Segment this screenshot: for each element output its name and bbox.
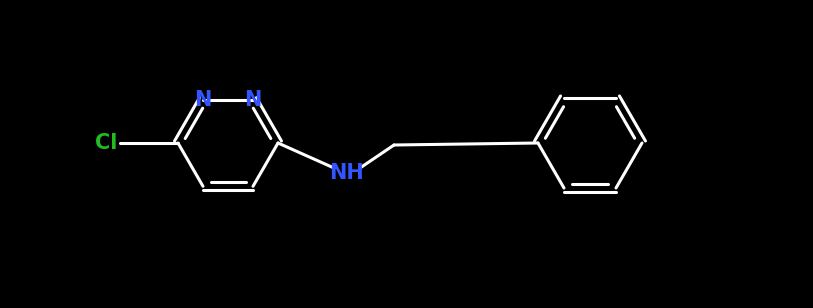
Text: Cl: Cl: [95, 133, 117, 153]
Text: N: N: [194, 90, 211, 110]
Text: N: N: [245, 90, 262, 110]
Text: NH: NH: [328, 163, 363, 183]
